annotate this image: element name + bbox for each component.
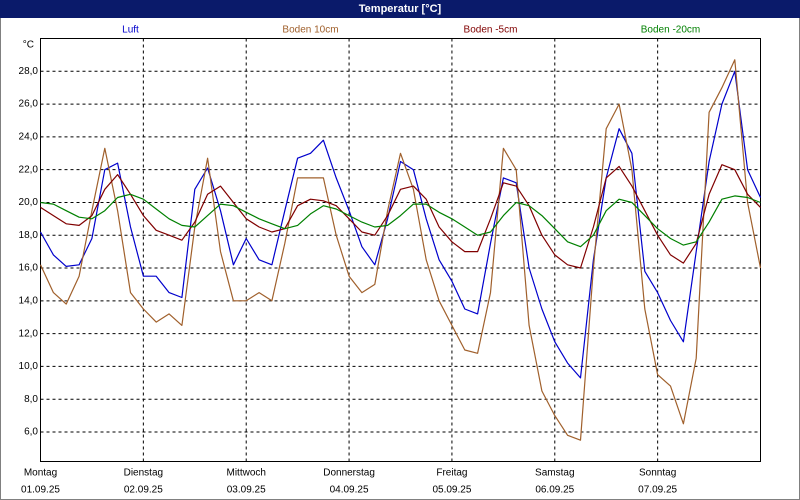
y-tick-label: 22,0 [19, 164, 39, 175]
series-line [39, 70, 762, 379]
series-line [39, 59, 762, 441]
y-tick-label: 18,0 [19, 230, 39, 241]
x-tick-label: Donnerstag [323, 468, 375, 479]
x-tick-label: 06.09.25 [535, 485, 574, 496]
x-tick-label: 04.09.25 [330, 485, 369, 496]
x-tick-label: Dienstag [124, 468, 163, 479]
x-tick-label: 03.09.25 [227, 485, 266, 496]
y-tick-label: 16,0 [19, 263, 39, 274]
y-tick-label: 14,0 [19, 295, 39, 306]
legend-entry: Luft [122, 25, 139, 36]
title-bar [0, 0, 800, 18]
y-tick-label: 8,0 [24, 394, 38, 405]
y-tick-label: 28,0 [19, 66, 39, 77]
x-tick-label: 05.09.25 [432, 485, 471, 496]
x-tick-label: 01.09.25 [21, 485, 60, 496]
x-tick-label: Montag [24, 468, 57, 479]
chart-title: Temperatur [°C] [359, 3, 442, 15]
legend-entry: Boden -5cm [464, 25, 518, 36]
legend-entry: Boden 10cm [282, 25, 338, 36]
x-tick-label: Sonntag [639, 468, 676, 479]
x-tick-label: 02.09.25 [124, 485, 163, 496]
legend-entry: Boden -20cm [641, 25, 700, 36]
series-line [40, 164, 761, 269]
x-tick-label: Freitag [436, 468, 467, 479]
y-tick-label: 26,0 [19, 99, 39, 110]
y-tick-label: 20,0 [19, 197, 39, 208]
y-tick-label: 24,0 [19, 132, 39, 143]
x-tick-label: Mittwoch [226, 468, 265, 479]
y-axis-label: °C [23, 40, 34, 51]
y-tick-label: 6,0 [24, 427, 38, 438]
y-tick-label: 10,0 [19, 361, 39, 372]
y-tick-label: 12,0 [19, 328, 39, 339]
series-line [40, 193, 761, 248]
x-tick-label: 07.09.25 [638, 485, 677, 496]
x-tick-label: Samstag [535, 468, 574, 479]
